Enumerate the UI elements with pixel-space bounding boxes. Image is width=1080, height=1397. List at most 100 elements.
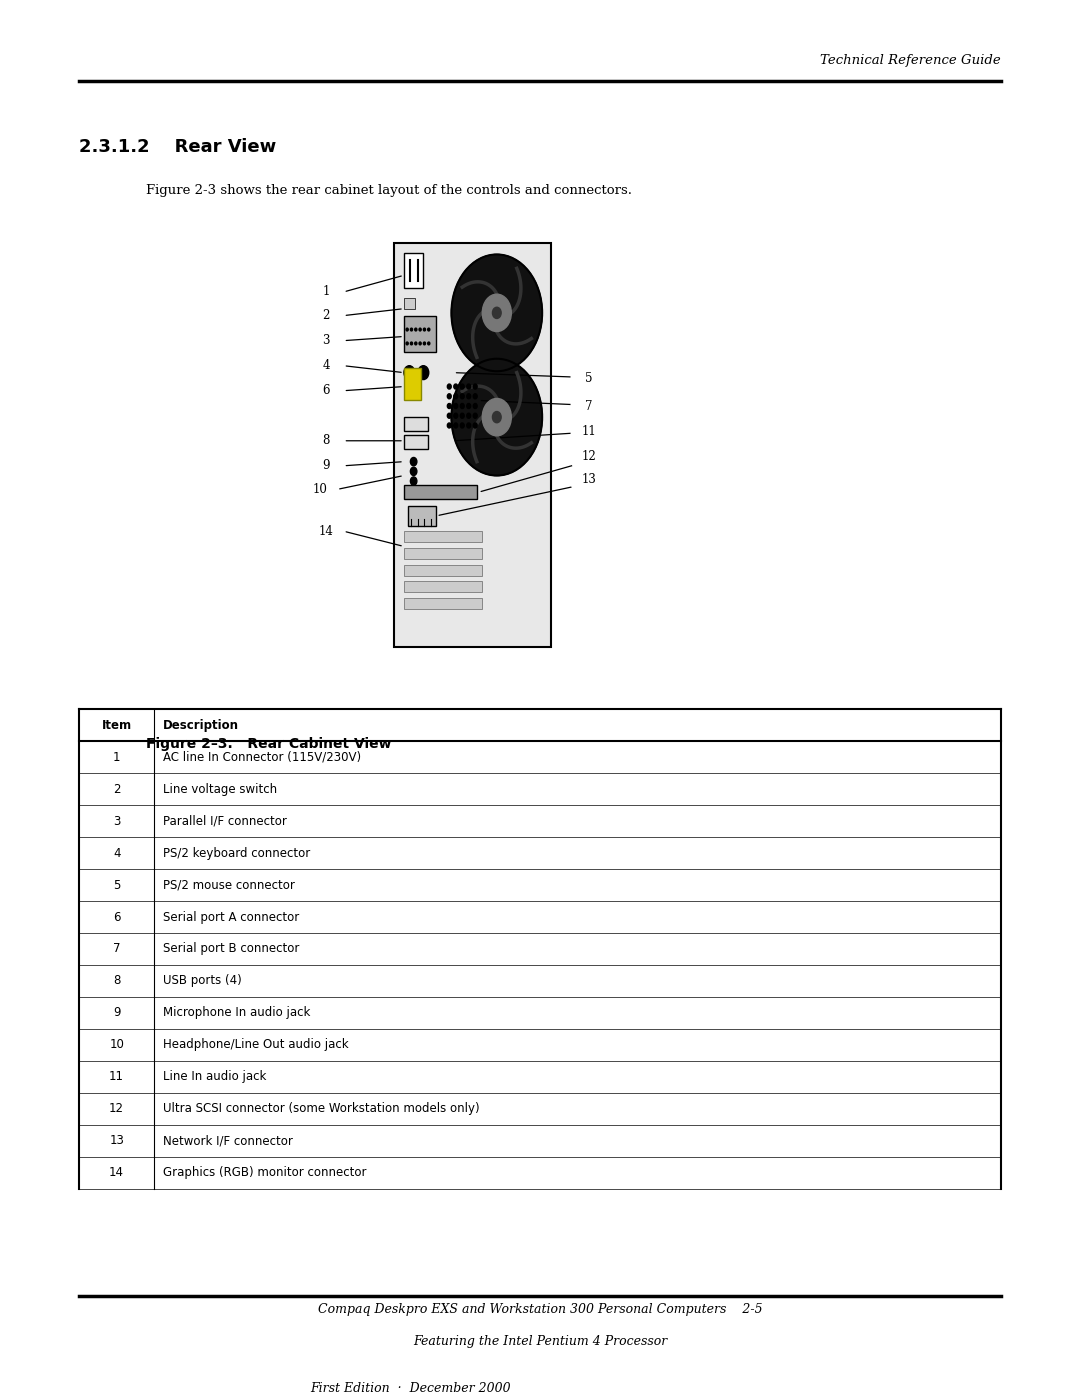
Text: 10: 10 [312,483,327,496]
Text: 9: 9 [113,1006,120,1020]
Circle shape [492,412,501,423]
Text: 7: 7 [585,400,592,412]
Text: 6: 6 [323,384,329,397]
Text: 13: 13 [109,1134,124,1147]
Text: 13: 13 [581,474,596,486]
Text: 8: 8 [323,434,329,447]
Text: Figure 2–3.   Rear Cabinet View: Figure 2–3. Rear Cabinet View [146,736,391,750]
Circle shape [309,319,343,363]
Text: Parallel I/F connector: Parallel I/F connector [163,814,287,827]
Text: 1: 1 [113,750,120,764]
Circle shape [309,444,343,488]
Circle shape [415,342,417,345]
Circle shape [415,328,417,331]
Text: 11: 11 [581,425,596,437]
Text: PS/2 keyboard connector: PS/2 keyboard connector [163,847,310,859]
Text: 2: 2 [113,782,120,795]
Circle shape [454,414,458,418]
Circle shape [467,394,471,398]
Circle shape [309,509,343,553]
Circle shape [309,369,343,414]
Bar [404,316,436,352]
Circle shape [410,476,417,485]
Text: 5: 5 [113,879,120,891]
Circle shape [473,384,477,388]
Bar [404,485,477,499]
Circle shape [460,394,464,398]
Circle shape [571,434,606,478]
Circle shape [571,356,606,401]
Circle shape [423,328,426,331]
Circle shape [460,384,464,388]
Circle shape [467,423,471,427]
Circle shape [483,398,511,436]
Circle shape [309,270,343,314]
Circle shape [410,467,417,475]
Circle shape [451,254,542,372]
Bar [404,581,482,592]
Text: Compaq Deskpro EXS and Workstation 300 Personal Computers    2-5: Compaq Deskpro EXS and Workstation 300 P… [318,1303,762,1316]
Circle shape [447,384,451,388]
Circle shape [447,394,451,398]
Circle shape [454,384,458,388]
Circle shape [410,328,413,331]
Circle shape [428,342,430,345]
Text: 8: 8 [113,975,120,988]
Circle shape [571,457,606,502]
Text: Headphone/Line Out audio jack: Headphone/Line Out audio jack [163,1038,349,1052]
Bar [404,531,482,542]
Circle shape [571,384,606,429]
Text: 9: 9 [323,460,329,472]
Text: 3: 3 [113,814,120,827]
Bar [404,548,482,559]
Circle shape [302,467,337,511]
Circle shape [406,342,408,345]
Circle shape [447,404,451,408]
Text: 12: 12 [109,1102,124,1115]
Text: AC line In Connector (115V/230V): AC line In Connector (115V/230V) [163,750,361,764]
Circle shape [483,295,511,331]
Text: Serial port A connector: Serial port A connector [163,911,299,923]
Bar [404,436,428,448]
Bar [404,253,423,288]
Text: 14: 14 [109,1166,124,1179]
Circle shape [309,344,343,388]
Text: 2: 2 [323,309,329,323]
Text: 5: 5 [585,372,592,384]
Bar [408,506,436,525]
Bar [404,564,482,576]
Text: Serial port B connector: Serial port B connector [163,943,299,956]
Text: 6: 6 [113,911,120,923]
Circle shape [410,342,413,345]
Bar [404,369,421,401]
Text: 4: 4 [323,359,329,372]
Text: First Edition  ·  December 2000: First Edition · December 2000 [310,1382,511,1396]
Circle shape [473,423,477,427]
Text: 10: 10 [109,1038,124,1052]
Circle shape [406,328,408,331]
Circle shape [473,394,477,398]
Circle shape [410,457,417,465]
Circle shape [419,342,421,345]
Circle shape [309,419,343,462]
Text: 7: 7 [113,943,120,956]
Text: Technical Reference Guide: Technical Reference Guide [821,53,1001,67]
Text: Description: Description [163,718,239,732]
Text: Line In audio jack: Line In audio jack [163,1070,267,1084]
Bar [404,598,482,609]
Bar [404,298,415,309]
Text: Item: Item [102,718,132,732]
Circle shape [460,414,464,418]
Circle shape [404,366,415,380]
Text: Graphics (RGB) monitor connector: Graphics (RGB) monitor connector [163,1166,366,1179]
Circle shape [454,404,458,408]
Text: Microphone In audio jack: Microphone In audio jack [163,1006,310,1020]
Circle shape [454,423,458,427]
Circle shape [467,384,471,388]
Bar [404,418,428,432]
Text: Line voltage switch: Line voltage switch [163,782,278,795]
Text: 3: 3 [323,334,329,348]
Text: 1: 1 [323,285,329,299]
Text: 14: 14 [319,525,334,538]
Circle shape [467,414,471,418]
